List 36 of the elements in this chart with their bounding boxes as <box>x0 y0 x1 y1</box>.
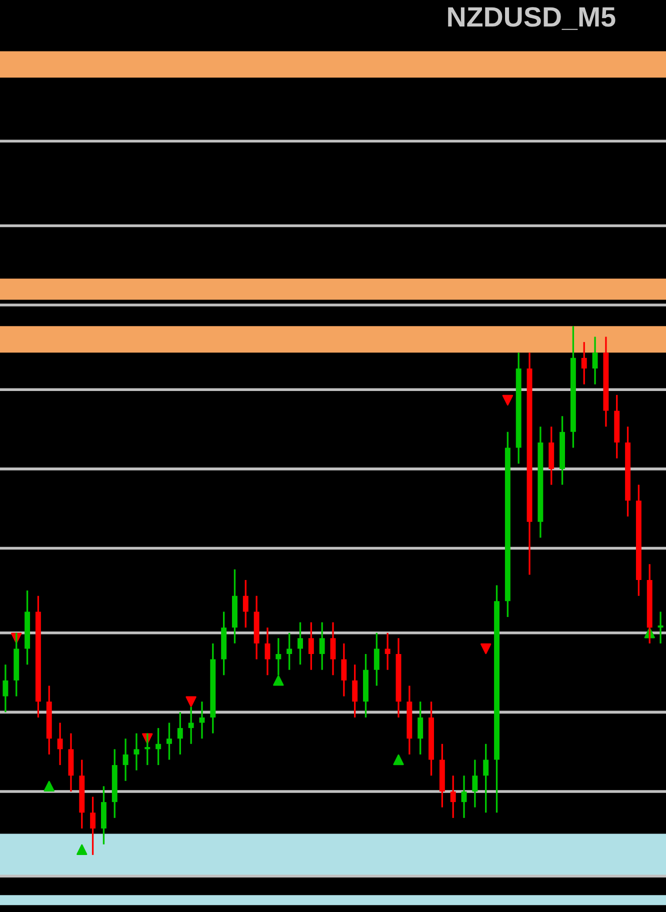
candlestick <box>483 743 489 814</box>
point <box>44 780 54 792</box>
point <box>502 394 514 406</box>
candlestick <box>352 664 358 718</box>
candlestick <box>592 336 598 386</box>
candlestick <box>188 706 194 745</box>
point <box>186 696 196 707</box>
candlestick <box>166 722 172 761</box>
candlestick <box>90 796 96 856</box>
candlestick <box>461 774 467 819</box>
candlestick <box>472 758 478 808</box>
candlestick <box>122 738 128 782</box>
candlestick <box>450 774 456 819</box>
candlestick <box>298 621 303 666</box>
point <box>273 675 284 686</box>
candlestick <box>2 664 8 714</box>
candlestick <box>308 621 314 671</box>
point <box>76 844 88 856</box>
candlestick <box>319 621 325 671</box>
candlestick <box>341 642 347 698</box>
candlestick <box>286 632 292 671</box>
candlestick <box>418 700 424 756</box>
candlestick <box>134 732 140 772</box>
candlestick <box>242 579 248 628</box>
candlestick <box>177 711 183 756</box>
candlestick <box>581 341 587 386</box>
point <box>393 754 404 766</box>
candlestick <box>658 610 664 644</box>
candlestick <box>264 626 270 676</box>
point <box>480 643 492 654</box>
chart-title: NZDUSD_M5 <box>448 7 616 30</box>
candlestick <box>374 632 380 687</box>
candlestick <box>57 722 63 766</box>
candlestick <box>384 632 390 671</box>
candlestick <box>330 621 336 676</box>
candlestick <box>156 727 162 766</box>
